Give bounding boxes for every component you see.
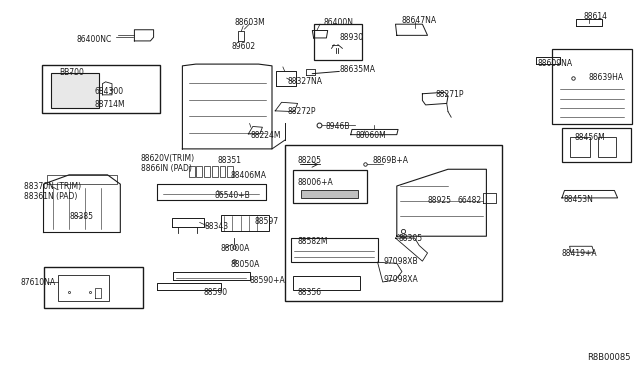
Text: 86540+B: 86540+B	[214, 191, 250, 200]
Bar	[221, 215, 269, 231]
Bar	[552, 49, 632, 124]
Text: 86400NC: 86400NC	[77, 35, 112, 44]
Text: 88582M: 88582M	[298, 237, 328, 246]
Text: 88271P: 88271P	[435, 90, 464, 99]
Text: 88050A: 88050A	[230, 260, 260, 269]
Text: 88925: 88925	[428, 196, 452, 205]
Text: 88714M: 88714M	[95, 100, 125, 109]
Bar	[291, 238, 378, 262]
Bar	[570, 137, 590, 157]
Text: 88635MA: 88635MA	[339, 65, 375, 74]
Text: 88590+A: 88590+A	[250, 276, 285, 285]
Bar	[293, 276, 360, 290]
Text: 684300: 684300	[95, 87, 124, 96]
Text: 88000A: 88000A	[221, 244, 250, 253]
Bar	[293, 170, 367, 203]
Text: 88603M: 88603M	[234, 18, 265, 27]
Bar	[189, 166, 195, 177]
Bar	[196, 166, 202, 177]
Bar	[42, 65, 160, 113]
Text: 97098XB: 97098XB	[384, 257, 419, 266]
Bar	[285, 145, 502, 301]
Text: 97098XA: 97098XA	[384, 275, 419, 284]
Text: 88351: 88351	[218, 156, 242, 165]
Text: 88385: 88385	[69, 212, 93, 221]
Text: 8946B: 8946B	[325, 122, 349, 131]
Bar	[204, 166, 210, 177]
Text: 88609NA: 88609NA	[538, 59, 573, 68]
Text: 88639HA: 88639HA	[589, 73, 624, 82]
Text: 88930: 88930	[339, 33, 364, 42]
Text: 88356: 88356	[298, 288, 322, 296]
Bar	[314, 24, 362, 60]
Text: 8866IN (PAD): 8866IN (PAD)	[141, 164, 191, 173]
Text: 89602: 89602	[231, 42, 255, 51]
Text: 88597: 88597	[255, 217, 279, 226]
Text: 88224M: 88224M	[251, 131, 282, 140]
Text: 86400N: 86400N	[323, 18, 353, 27]
Bar	[212, 166, 218, 177]
Text: 88205: 88205	[298, 156, 322, 165]
Text: 88406MA: 88406MA	[230, 171, 266, 180]
Bar	[51, 73, 99, 108]
Text: 88305: 88305	[398, 234, 422, 243]
Text: 88361N (PAD): 88361N (PAD)	[24, 192, 77, 201]
Bar	[301, 190, 358, 198]
Text: 88060M: 88060M	[355, 131, 386, 140]
Text: 88456M: 88456M	[575, 133, 605, 142]
Text: BB700: BB700	[59, 68, 84, 77]
Text: 88006+A: 88006+A	[298, 178, 333, 187]
Text: R8B00085: R8B00085	[587, 353, 630, 362]
Text: 88620V(TRIM): 88620V(TRIM)	[141, 154, 195, 163]
Text: 88614: 88614	[583, 12, 607, 21]
Bar	[598, 137, 616, 157]
Bar	[220, 166, 225, 177]
Text: 88343: 88343	[205, 222, 229, 231]
Text: 88272P: 88272P	[288, 107, 317, 116]
Text: 8869B+A: 8869B+A	[372, 156, 408, 165]
Bar	[58, 275, 109, 301]
Bar	[227, 166, 233, 177]
Text: 66482: 66482	[458, 196, 482, 205]
Text: 88590: 88590	[204, 288, 228, 296]
Text: 87610NA: 87610NA	[20, 278, 56, 287]
Bar	[562, 128, 631, 162]
Bar	[44, 267, 143, 308]
Text: 88327NA: 88327NA	[288, 77, 323, 86]
Text: 88647NA: 88647NA	[402, 16, 436, 25]
Text: 88370N (TRIM): 88370N (TRIM)	[24, 182, 81, 190]
Text: 88453N: 88453N	[563, 195, 593, 203]
Text: 88419+A: 88419+A	[562, 249, 598, 258]
